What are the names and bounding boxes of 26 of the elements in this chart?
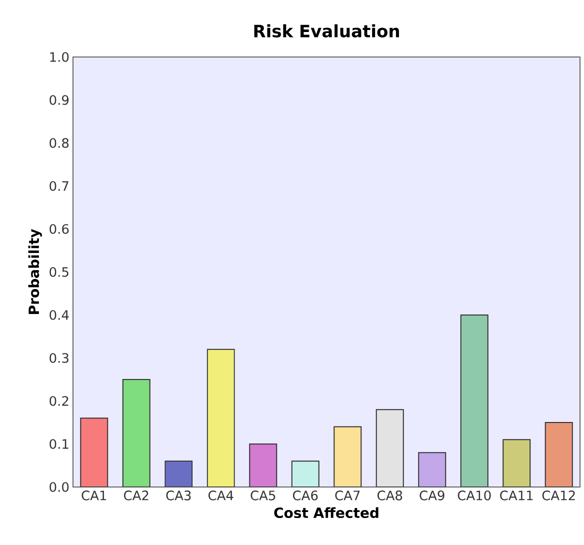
x-tick-label: CA11 (500, 490, 533, 500)
y-axis-title: Probability (28, 228, 42, 314)
y-tick-label: 0.3 (50, 353, 68, 363)
x-tick-label: CA2 (124, 490, 148, 500)
x-tick-label: CA1 (82, 490, 106, 500)
x-axis-title: Cost Affected (274, 507, 378, 518)
chart-title: Risk Evaluation (254, 24, 399, 38)
y-tick-label: 0.1 (50, 439, 68, 449)
x-tick-label: CA6 (292, 490, 318, 500)
y-tick-label: 0.7 (50, 181, 68, 191)
y-tick-label: 0.8 (50, 138, 69, 148)
y-tick-label: 0.9 (50, 95, 69, 105)
x-tick-label: CA7 (335, 490, 360, 500)
y-tick-label: 0.4 (50, 310, 69, 320)
x-tick-label: CA5 (250, 490, 276, 500)
y-tick-label: 0.6 (50, 224, 69, 234)
y-tick-label: 1.0 (50, 52, 69, 62)
x-tick-label: CA8 (377, 490, 402, 500)
x-tick-label: CA4 (208, 490, 234, 500)
x-tick-label: CA10 (458, 490, 491, 500)
y-tick-label: 0.0 (50, 482, 69, 492)
x-tick-label: CA3 (166, 490, 191, 500)
y-tick-label: 0.2 (50, 396, 68, 406)
y-tick-label: 0.5 (50, 267, 68, 277)
x-tick-label: CA9 (420, 490, 444, 500)
x-tick-label: CA12 (542, 490, 575, 500)
